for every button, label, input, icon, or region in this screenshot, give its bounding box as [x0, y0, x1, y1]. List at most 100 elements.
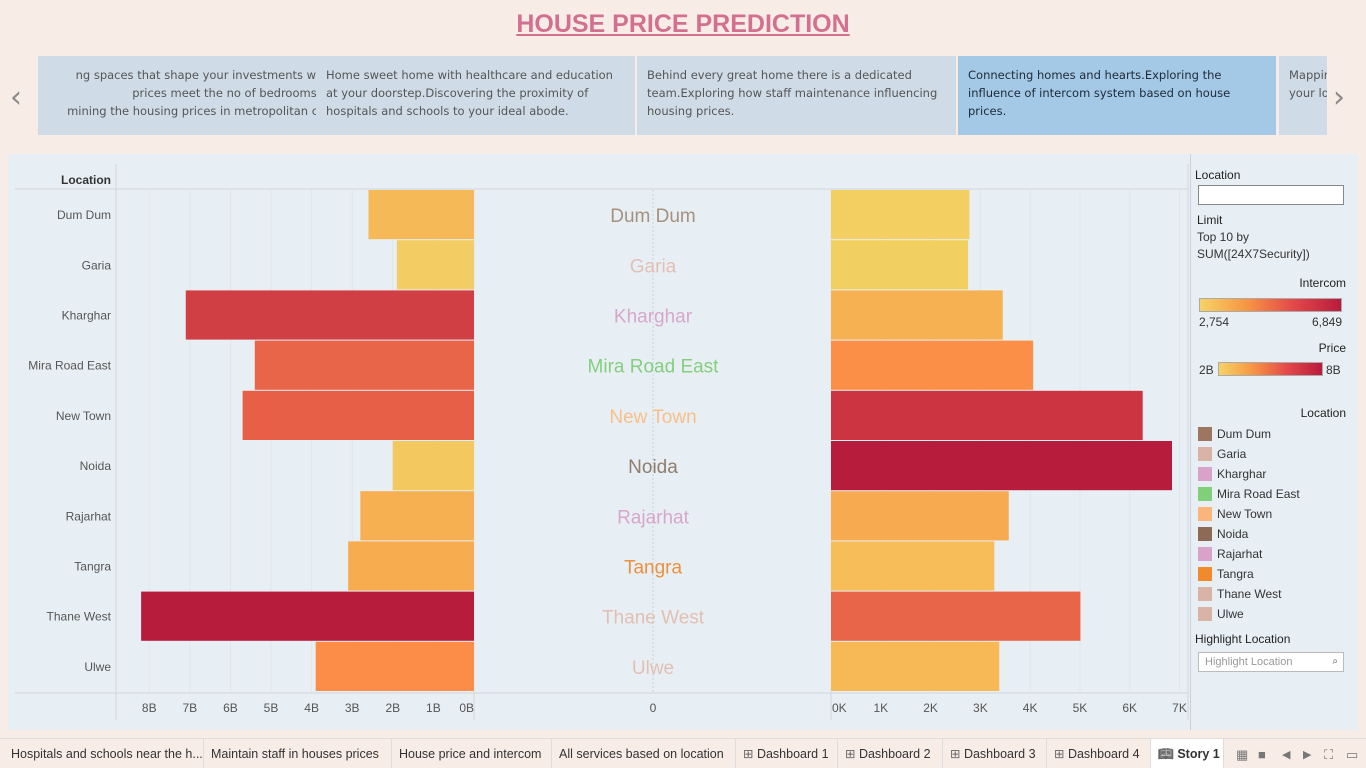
intercom-bar [831, 290, 1003, 340]
location-filter-input[interactable] [1198, 185, 1344, 205]
story-prev-arrow-icon[interactable]: ‹ [10, 80, 22, 115]
price-tick-label: 4B [304, 701, 319, 715]
present-icon[interactable]: ▭ [1346, 747, 1359, 762]
sheet-tab-house-price-and-intercom[interactable]: House price and intercom [392, 739, 552, 768]
intercom-tick-label: 5K [1073, 701, 1088, 715]
story-point-3-line-3: housing prices. [647, 104, 735, 118]
sheet-tab-label: Dashboard 3 [963, 747, 1036, 761]
legend-swatch [1198, 527, 1212, 541]
legend-item-label: Kharghar [1217, 467, 1267, 481]
fit-icon[interactable]: ⛶ [1324, 747, 1334, 762]
story-point-5[interactable]: Mappin your lo [1279, 56, 1327, 135]
sheet-tab-dashboard-1[interactable]: ⊞ Dashboard 1 [736, 739, 838, 768]
grid-view-icon[interactable]: ▦ [1236, 747, 1249, 762]
grid-icon: ⊞ [950, 747, 964, 761]
limit-text-2: SUM([24X7Security]) [1197, 247, 1310, 261]
legend-item-thane-west[interactable]: Thane West [1198, 586, 1281, 602]
row-header-label: Location [61, 173, 111, 187]
story-point-1-line-3: mining the housing prices in metropolita… [67, 104, 342, 118]
intercom-bar [831, 491, 1009, 541]
story-point-3[interactable]: Behind every great home there is a dedic… [637, 56, 956, 135]
search-icon: ⌕ [1332, 656, 1338, 667]
story-point-1[interactable]: ng spaces that shape your investments wh… [38, 56, 352, 135]
prev-sheet-icon[interactable]: ◀ [1282, 749, 1291, 761]
story-point-3-line-2: team.Exploring how staff maintenance inf… [647, 86, 938, 100]
price-bar [396, 240, 474, 290]
legend-swatch [1198, 447, 1212, 461]
legend-item-rajarhat[interactable]: Rajarhat [1198, 546, 1262, 562]
legend-swatch [1198, 427, 1212, 441]
price-tick-label: 5B [264, 701, 279, 715]
center-location-label: Noida [628, 457, 678, 478]
center-location-label: Tangra [624, 558, 683, 579]
row-label: Ulwe [84, 660, 111, 674]
row-label: Tangra [74, 560, 111, 574]
story-point-1-line-1: ng spaces that shape your investments wh… [75, 68, 342, 82]
legend-item-noida[interactable]: Noida [1198, 526, 1248, 542]
price-tick-label: 3B [345, 701, 360, 715]
legend-item-ulwe[interactable]: Ulwe [1198, 606, 1244, 622]
price-bar [254, 340, 474, 390]
intercom-max: 6,849 [1311, 315, 1342, 329]
intercom-bars [831, 190, 1172, 691]
legend-item-tangra[interactable]: Tangra [1198, 566, 1254, 582]
legend-item-label: Tangra [1217, 567, 1254, 581]
legend-item-new-town[interactable]: New Town [1198, 506, 1272, 522]
legend-item-mira-road-east[interactable]: Mira Road East [1198, 486, 1300, 502]
intercom-bar [831, 541, 995, 591]
sheet-tab-all-services-based-on-location[interactable]: All services based on location [552, 739, 736, 768]
center-location-label: Kharghar [614, 307, 693, 328]
price-tick-label: 2B [385, 701, 400, 715]
intercom-bar [831, 641, 1000, 691]
legend-item-label: Ulwe [1217, 607, 1244, 621]
next-sheet-icon[interactable]: ▶ [1303, 749, 1312, 761]
sheet-tab-label: Dashboard 4 [1067, 747, 1140, 761]
price-bar [368, 190, 474, 240]
story-navigator: ng spaces that shape your investments wh… [38, 56, 1327, 135]
intercom-bar [831, 390, 1143, 440]
sheet-tab-story-1[interactable]: 📖︎ Story 1 [1151, 739, 1224, 768]
legend-item-kharghar[interactable]: Kharghar [1198, 466, 1266, 482]
legend-item-dum-dum[interactable]: Dum Dum [1198, 426, 1271, 442]
price-min: 2B [1199, 363, 1214, 377]
price-tick-label: 6B [223, 701, 238, 715]
row-label: Thane West [47, 610, 112, 624]
price-bar [348, 541, 474, 591]
location-filter-label: Location [1195, 168, 1241, 182]
sheet-tab-hospitals-and-schools-near-the-h[interactable]: Hospitals and schools near the h... [4, 739, 204, 768]
story-next-arrow-icon[interactable]: › [1333, 80, 1345, 115]
row-label: Dum Dum [57, 208, 111, 222]
sheet-tab-maintain-staff-in-houses-prices[interactable]: Maintain staff in houses prices [204, 739, 392, 768]
price-tick-label: 8B [142, 701, 157, 715]
legend-item-label: Noida [1217, 527, 1249, 541]
legend-swatch [1198, 607, 1212, 621]
story-point-5-line-2: your lo [1289, 86, 1327, 100]
sheet-tab-dashboard-3[interactable]: ⊞ Dashboard 3 [943, 739, 1047, 768]
highlight-placeholder: Highlight Location [1205, 656, 1293, 668]
story-point-2[interactable]: Home sweet home with healthcare and educ… [316, 56, 635, 135]
sheet-tab-bar: Hospitals and schools near the h... Maint… [0, 738, 1366, 768]
intercom-tick-label: 0K [832, 701, 847, 715]
grid-icon: ⊞ [845, 747, 859, 761]
story-point-2-line-2: at your doorstep.Discovering the proximi… [326, 86, 589, 100]
center-location-label: Mira Road East [588, 357, 720, 378]
highlight-location-input[interactable]: Highlight Location ⌕ [1198, 652, 1344, 672]
legend-item-label: Mira Road East [1217, 487, 1300, 501]
fill-view-icon[interactable]: ■ [1258, 747, 1266, 762]
row-label: Rajarhat [66, 509, 112, 523]
sheet-tab-dashboard-4[interactable]: ⊞ Dashboard 4 [1047, 739, 1151, 768]
intercom-tick-label: 7K [1172, 701, 1187, 715]
story-point-4-active[interactable]: Connecting homes and hearts.Exploring th… [958, 56, 1276, 135]
price-gradient [1218, 362, 1323, 376]
center-axis-label: 0 [650, 701, 657, 715]
sheet-tab-dashboard-2[interactable]: ⊞ Dashboard 2 [838, 739, 943, 768]
dashboard-title: HOUSE PRICE PREDICTION [516, 10, 850, 38]
center-location-label: Dum Dum [610, 206, 696, 227]
story-point-3-line-1: Behind every great home there is a dedic… [647, 68, 912, 82]
legend-swatch [1198, 467, 1212, 481]
legend-item-garia[interactable]: Garia [1198, 446, 1246, 462]
price-bar [392, 441, 474, 491]
story-point-4-line-2: influence of intercom system based on ho… [968, 86, 1231, 118]
price-max: 8B [1326, 363, 1341, 377]
intercom-tick-label: 4K [1023, 701, 1038, 715]
